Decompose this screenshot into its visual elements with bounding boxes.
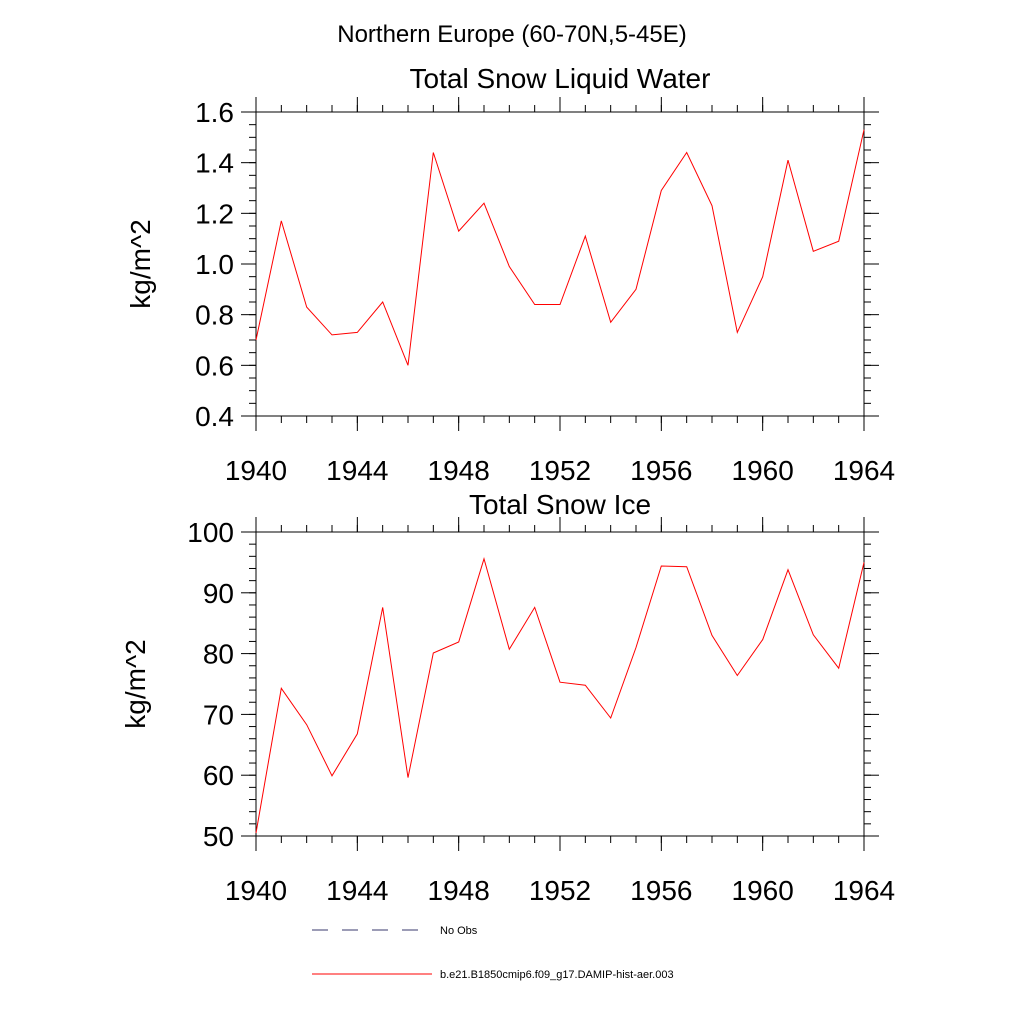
legend: No Obs b.e21.B1850cmip6.f09_g17.DAMIP-hi… [312,925,674,981]
x-tick-label: 1956 [630,455,692,486]
y-tick-label: 90 [203,578,234,609]
legend-label-model-run: b.e21.B1850cmip6.f09_g17.DAMIP-hist-aer.… [440,969,674,981]
y-tick-label: 0.8 [195,300,234,331]
panel-title-snow-ice: Total Snow Ice [469,489,651,520]
x-tick-label: 1964 [833,455,895,486]
x-tick-label: 1964 [833,875,895,906]
y-tick-label: 80 [203,639,234,670]
y-tick-label: 60 [203,760,234,791]
panel-snow-ice: Total Snow Ice kg/m^2 1940 1944 1948 1952 19… [120,489,895,906]
plot-frame-snow-ice [255,531,865,837]
legend-item-no-obs: No Obs [312,925,478,937]
x-tick-label: 1960 [732,875,794,906]
panel-title-liquid-water: Total Snow Liquid Water [410,63,711,94]
y-tick-label: 1.4 [195,148,234,179]
legend-item-model-run: b.e21.B1850cmip6.f09_g17.DAMIP-hist-aer.… [312,969,674,981]
x-tick-label: 1948 [428,455,490,486]
x-tick-label: 1944 [326,875,388,906]
y-axis-label-liquid-water: kg/m^2 [125,219,156,308]
y-tick-label: 100 [187,517,234,548]
x-tick-label: 1952 [529,455,591,486]
y-tick-label: 70 [203,699,234,730]
x-tick-label: 1956 [630,875,692,906]
figure-suptitle: Northern Europe (60-70N,5-45E) [337,21,687,48]
x-tick-label: 1948 [428,875,490,906]
x-tick-label: 1940 [225,455,287,486]
y-tick-label: 0.6 [195,350,234,381]
x-tick-label: 1944 [326,455,388,486]
y-tick-label: 1.0 [195,249,234,280]
y-tick-label: 1.2 [195,198,234,229]
y-axis-label-snow-ice: kg/m^2 [120,639,151,728]
y-tick-label: 1.6 [195,97,234,128]
legend-label-no-obs: No Obs [440,925,478,937]
y-tick-label: 0.4 [195,401,234,432]
x-tick-label: 1940 [225,875,287,906]
series-line-liquid-water [255,129,865,366]
x-tick-label: 1952 [529,875,591,906]
panel-liquid-water: Total Snow Liquid Water kg/m^2 1940 1944 1… [125,63,895,486]
series-line-snow-ice [255,557,865,834]
y-tick-label: 50 [203,821,234,852]
x-tick-label: 1960 [732,455,794,486]
plot-frame-liquid-water [255,111,865,417]
